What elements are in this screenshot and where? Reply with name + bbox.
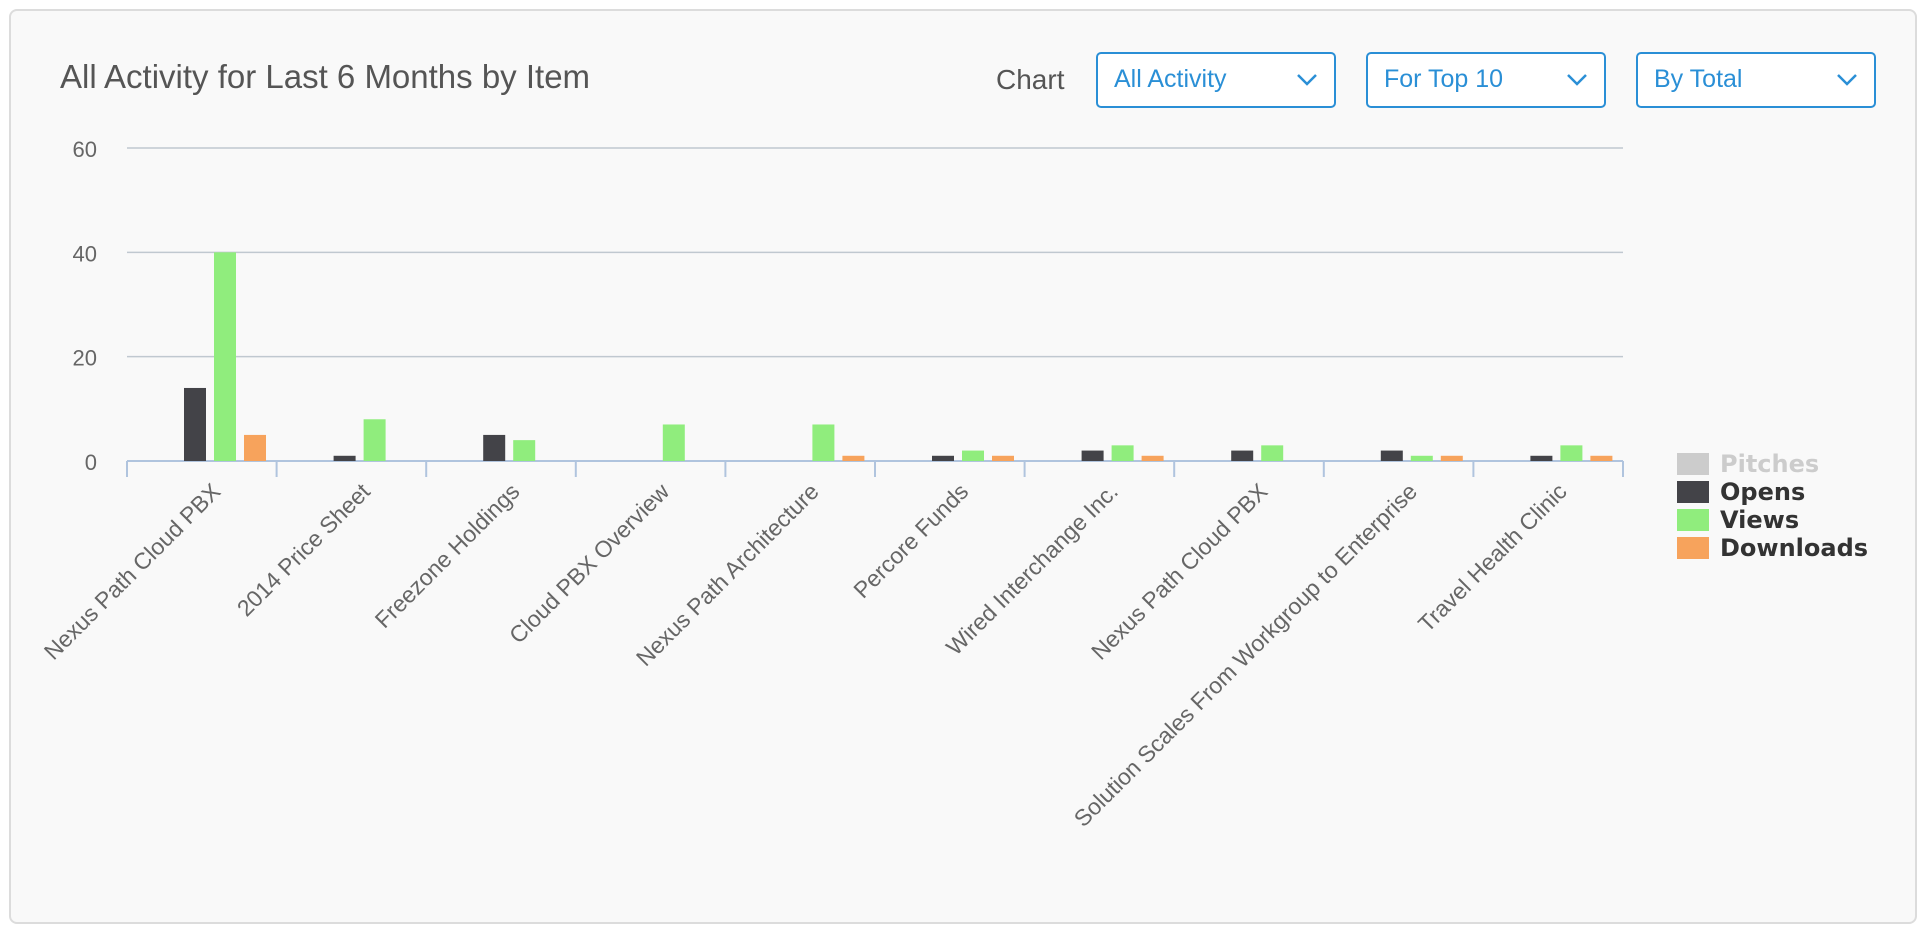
bar-views (363, 419, 386, 461)
chart-legend: Pitches Opens Views Downloads (1677, 450, 1868, 562)
bar-views (1560, 445, 1583, 461)
sort-by-value: By Total (1654, 65, 1743, 93)
chart-select-label: Chart (996, 64, 1065, 95)
bar-views (662, 424, 685, 461)
legend-item-downloads[interactable]: Downloads (1677, 534, 1868, 562)
x-tick-label: Nexus Path Cloud PBX (39, 478, 226, 665)
legend-swatch-downloads (1677, 537, 1709, 559)
legend-swatch-pitches (1677, 453, 1709, 475)
bar-downloads (842, 455, 865, 461)
legend-item-views[interactable]: Views (1677, 506, 1868, 534)
x-tick-label: Percore Funds (848, 478, 973, 603)
legend-label: Pitches (1720, 450, 1820, 478)
bar-opens (1081, 450, 1104, 461)
x-tick-label: Cloud PBX Overview (504, 478, 675, 649)
bar-opens (1380, 450, 1403, 461)
legend-item-pitches[interactable]: Pitches (1677, 450, 1868, 478)
bar-opens (932, 455, 954, 461)
bar-downloads (244, 434, 266, 461)
x-tick-label: 2014 Price Sheet (232, 478, 376, 622)
bar-views (962, 450, 984, 461)
y-tick-label: 20 (73, 346, 97, 371)
bar-downloads (1590, 455, 1613, 461)
legend-label: Downloads (1720, 534, 1869, 562)
bar-opens (184, 387, 206, 461)
activity-type-value: All Activity (1114, 65, 1227, 93)
legend-item-opens[interactable]: Opens (1677, 478, 1868, 506)
bar-downloads (992, 455, 1014, 461)
bar-views (1111, 445, 1134, 461)
y-tick-label: 40 (73, 241, 97, 266)
legend-swatch-views (1677, 509, 1709, 531)
chevron-down-icon (1837, 74, 1857, 86)
chevron-down-icon (1567, 74, 1587, 86)
activity-type-select[interactable]: All Activity (1096, 52, 1336, 108)
bar-downloads (1141, 455, 1164, 461)
bar-opens (333, 455, 356, 461)
bar-views (214, 252, 236, 461)
y-tick-label: 0 (85, 450, 97, 475)
bar-opens (1231, 450, 1254, 461)
chevron-down-icon (1297, 74, 1317, 86)
sort-by-select[interactable]: By Total (1636, 52, 1876, 108)
top-count-value: For Top 10 (1384, 65, 1504, 93)
bar-views (812, 424, 835, 461)
x-tick-label: Wired Interchange Inc. (941, 478, 1123, 660)
x-tick-label: Travel Health Clinic (1413, 478, 1572, 637)
bar-views (1261, 445, 1284, 461)
x-tick-label: Solution Scales From Workgroup to Enterp… (1069, 478, 1422, 831)
x-tick-label: Freezone Holdings (370, 478, 525, 633)
bar-views (1410, 455, 1433, 461)
bar-views (513, 440, 536, 461)
chart-title: All Activity for Last 6 Months by Item (60, 58, 591, 95)
y-tick-label: 60 (73, 137, 97, 162)
legend-label: Views (1720, 506, 1800, 534)
bar-opens (1530, 455, 1553, 461)
bar-opens (483, 434, 506, 461)
legend-label: Opens (1720, 478, 1806, 506)
legend-swatch-opens (1677, 481, 1709, 503)
chart-panel (9, 9, 1917, 924)
top-count-select[interactable]: For Top 10 (1366, 52, 1606, 108)
bar-downloads (1440, 455, 1463, 461)
